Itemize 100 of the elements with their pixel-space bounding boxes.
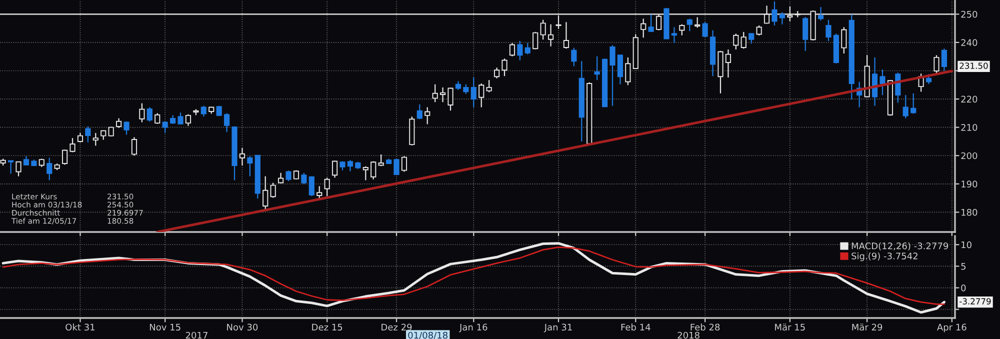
y-tick-label: 250: [961, 10, 978, 18]
candlestick: [239, 147, 246, 166]
candlestick: [625, 56, 631, 86]
candlestick: [316, 186, 322, 200]
candlestick: [100, 130, 106, 140]
candlestick: [826, 19, 832, 42]
x-tick-label: Mär 29: [852, 324, 882, 331]
candlestick: [62, 149, 68, 166]
candlestick: [347, 160, 354, 172]
candlestick: [740, 31, 746, 50]
candlestick: [756, 24, 762, 36]
candlestick: [694, 16, 700, 28]
text: 2018: [678, 332, 700, 339]
candlestick: [502, 58, 508, 77]
candlestick: [378, 154, 384, 167]
candlestick: [594, 56, 600, 81]
candlestick: [532, 31, 538, 50]
candlestick: [540, 19, 546, 40]
candlestick: [524, 42, 530, 55]
x-tick-label: Apr 16: [936, 324, 966, 332]
candlestick: [733, 33, 739, 50]
candlestick: [16, 160, 22, 177]
candlestick: [880, 69, 886, 96]
candlestick: [8, 160, 14, 174]
candlestick: [679, 24, 685, 36]
candlestick: [401, 156, 408, 172]
candlestick: [563, 22, 570, 50]
y-tick-label: 210: [961, 124, 978, 131]
y-tick-label: 0: [961, 284, 966, 292]
candlestick: [131, 136, 138, 156]
candlestick: [910, 92, 916, 114]
candlestick: [764, 5, 770, 24]
candlestick: [517, 40, 523, 61]
candlestick: [787, 6, 793, 22]
x-tick-label: Jan 16: [459, 324, 488, 332]
candlestick: [671, 26, 678, 44]
candlestick: [470, 76, 476, 108]
candlestick: [463, 84, 469, 94]
candlestick: [308, 176, 314, 197]
candlestick: [486, 80, 492, 93]
candlestick: [648, 14, 654, 33]
candlestick: [178, 112, 184, 126]
candlestick: [779, 12, 786, 25]
x-tick-label: Mär 15: [775, 324, 805, 331]
candlestick: [802, 16, 808, 52]
candlestick: [610, 44, 616, 106]
candlestick: [748, 32, 754, 44]
candlestick: [440, 86, 446, 103]
candlestick: [424, 106, 430, 125]
candlestick: [702, 22, 708, 38]
candlestick: [332, 160, 338, 178]
candlestick: [656, 14, 662, 31]
y-tick-label: 180: [962, 208, 978, 216]
text: 231.50: [960, 62, 988, 69]
y-tick-label: 10: [962, 241, 972, 248]
candlestick: [278, 172, 284, 184]
candlestick: [902, 94, 908, 119]
candlestick: [146, 106, 152, 122]
candlestick: [416, 104, 422, 120]
candlestick: [116, 118, 122, 128]
candlestick: [362, 166, 368, 181]
candlestick: [124, 120, 130, 136]
candlestick: [571, 47, 577, 67]
candlestick: [941, 48, 947, 72]
candlestick: [686, 18, 692, 32]
candlestick: [301, 172, 307, 184]
x-tick-label: Feb 28: [690, 324, 720, 331]
x-tick-label: Dez 29: [382, 324, 412, 331]
text: 2017: [186, 332, 208, 339]
y-tick-label: 240: [961, 39, 978, 46]
x-tick-label: Jan 31: [544, 324, 572, 332]
candlestick: [841, 26, 847, 54]
candlestick: [725, 48, 732, 78]
y-tick-label: 220: [961, 96, 978, 103]
text: -3.2779: [960, 298, 991, 304]
candlestick: [247, 156, 253, 177]
y-tick-label: 5: [961, 263, 966, 270]
candlestick: [432, 84, 438, 103]
legend-label: MACD(12,26) -3.2779: [852, 242, 948, 250]
candlestick: [224, 112, 230, 133]
candlestick: [448, 87, 454, 112]
x-tick-label: Dez 15: [312, 324, 342, 331]
candlestick: [70, 138, 76, 153]
candlestick: [139, 102, 145, 123]
candlestick: [617, 54, 624, 85]
candlestick: [185, 114, 192, 126]
candlestick: [370, 160, 376, 180]
candlestick: [262, 176, 268, 212]
x-tick-label: Feb 14: [621, 324, 650, 331]
candlestick: [154, 112, 160, 124]
candlestick: [394, 158, 400, 176]
candlestick: [286, 170, 292, 182]
candlestick: [640, 18, 646, 38]
x-tick-label: Nov 30: [227, 324, 258, 331]
candlestick: [270, 182, 276, 198]
y-tick-label: 200: [961, 152, 978, 160]
candlestick: [548, 24, 554, 47]
candlestick: [92, 132, 98, 146]
legend-label: Sig.(9) -3.7542: [852, 252, 918, 262]
candlestick: [934, 54, 940, 74]
